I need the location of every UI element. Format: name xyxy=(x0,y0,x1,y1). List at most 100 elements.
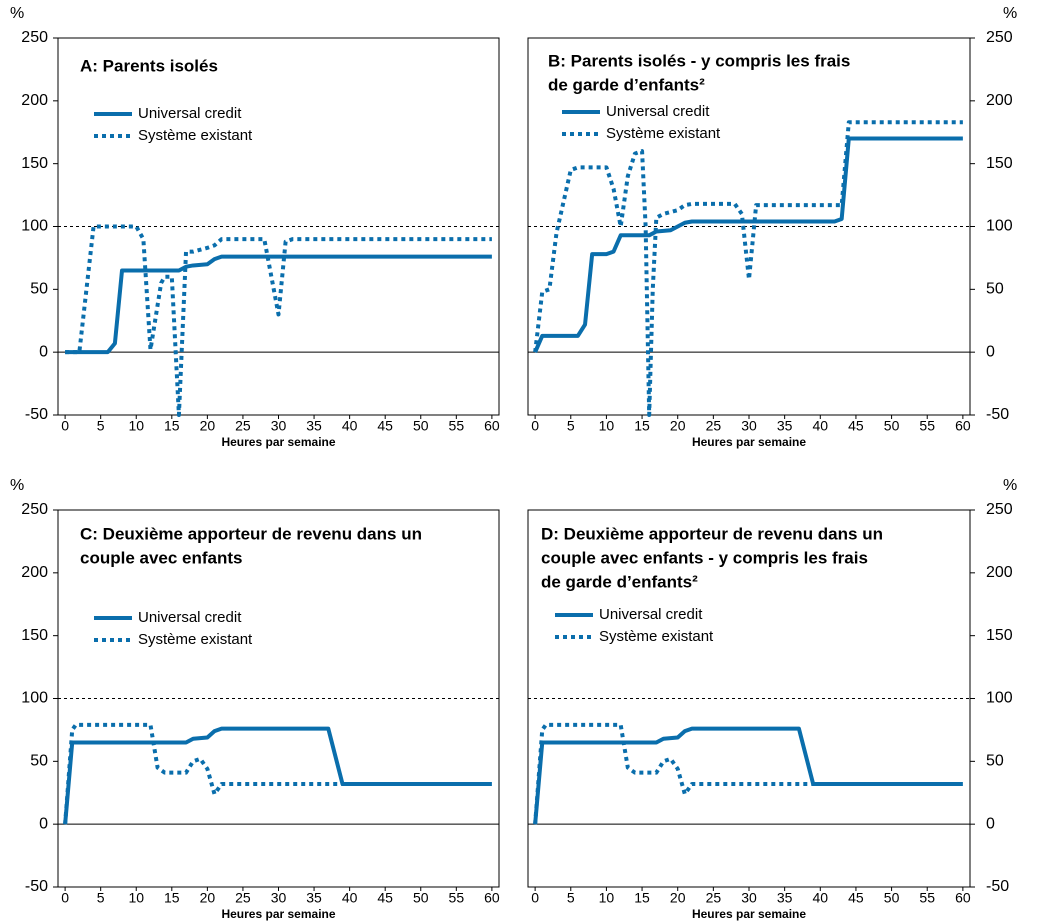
x-tick-label: 30 xyxy=(271,890,287,906)
x-tick-label: 30 xyxy=(741,418,757,434)
panel-title: A: Parents isolés xyxy=(80,56,218,75)
x-tick-label: 50 xyxy=(884,890,900,906)
legend-label: Système existant xyxy=(599,628,714,645)
y-tick-label: -50 xyxy=(25,878,48,895)
x-tick-label: 10 xyxy=(128,890,144,906)
panel-title: D: Deuxième apporteur de revenu dans un xyxy=(541,524,883,543)
x-tick-label: 10 xyxy=(599,890,615,906)
y-tick-label: -50 xyxy=(986,406,1009,423)
x-tick-label: 30 xyxy=(741,890,757,906)
x-tick-label: 0 xyxy=(531,890,539,906)
panel-title: C: Deuxième apporteur de revenu dans un xyxy=(80,524,422,543)
series-line xyxy=(533,726,963,825)
x-tick-label: 0 xyxy=(61,418,69,434)
y-tick-label: 0 xyxy=(39,343,48,360)
legend-label: Système existant xyxy=(138,631,253,648)
x-tick-label: 25 xyxy=(235,418,251,434)
legend-label: Universal credit xyxy=(138,609,242,626)
x-tick-label: 40 xyxy=(342,418,358,434)
y-tick-label: -50 xyxy=(25,406,48,423)
x-tick-label: 45 xyxy=(377,890,393,906)
x-tick-label: 0 xyxy=(531,418,539,434)
y-tick-label: 150 xyxy=(21,155,48,172)
x-tick-label: 15 xyxy=(634,890,650,906)
x-axis-label: Heures par semaine xyxy=(692,907,806,921)
x-tick-label: 35 xyxy=(777,418,793,434)
y-tick-label: 50 xyxy=(30,753,48,770)
y-tick-label: 50 xyxy=(30,281,48,298)
legend-label: Universal credit xyxy=(606,103,710,120)
series-line xyxy=(65,254,492,355)
x-tick-label: 30 xyxy=(271,418,287,434)
x-tick-label: 45 xyxy=(848,890,864,906)
x-tick-label: 50 xyxy=(413,418,429,434)
y-tick-label: 250 xyxy=(986,29,1013,46)
y-tick-label: 0 xyxy=(986,343,995,360)
x-tick-label: 50 xyxy=(884,418,900,434)
y-tick-label: 200 xyxy=(21,92,48,109)
y-tick-label: 200 xyxy=(986,92,1013,109)
y-tick-label: 200 xyxy=(21,564,48,581)
x-tick-label: 25 xyxy=(706,418,722,434)
y-tick-label: 100 xyxy=(986,690,1013,707)
x-tick-label: 35 xyxy=(306,418,322,434)
series-line xyxy=(533,136,963,353)
x-tick-label: 5 xyxy=(97,890,105,906)
x-tick-label: 55 xyxy=(449,890,465,906)
y-tick-label: 50 xyxy=(986,281,1004,298)
legend-label: Universal credit xyxy=(599,606,703,623)
x-tick-label: 40 xyxy=(813,890,829,906)
x-tick-label: 10 xyxy=(599,418,615,434)
x-tick-label: 15 xyxy=(634,418,650,434)
legend-label: Système existant xyxy=(606,125,721,142)
y-tick-label: 0 xyxy=(986,815,995,832)
x-tick-label: 60 xyxy=(955,418,971,434)
x-tick-label: 45 xyxy=(377,418,393,434)
x-tick-label: 55 xyxy=(919,418,935,434)
x-tick-label: 5 xyxy=(567,418,575,434)
x-tick-label: 60 xyxy=(484,418,500,434)
x-tick-label: 40 xyxy=(813,418,829,434)
y-tick-label: 0 xyxy=(39,815,48,832)
x-tick-label: 20 xyxy=(200,890,216,906)
x-tick-label: 25 xyxy=(706,890,722,906)
series-line xyxy=(63,722,492,825)
x-tick-label: 20 xyxy=(200,418,216,434)
x-tick-label: 20 xyxy=(670,418,686,434)
y-tick-label: 250 xyxy=(986,501,1013,518)
x-tick-label: 55 xyxy=(449,418,465,434)
y-tick-label: 100 xyxy=(21,218,48,235)
x-tick-label: 10 xyxy=(128,418,144,434)
y-tick-label: 250 xyxy=(21,29,48,46)
panel-title: couple avec enfants xyxy=(80,548,243,567)
y-tick-label: 150 xyxy=(986,155,1013,172)
x-tick-label: 5 xyxy=(97,418,105,434)
y-tick-label: 150 xyxy=(21,627,48,644)
legend-label: Universal credit xyxy=(138,105,242,122)
y-tick-label: 200 xyxy=(986,564,1013,581)
legend-label: Système existant xyxy=(138,127,253,144)
series-line xyxy=(533,722,963,825)
y-tick-label: 100 xyxy=(986,218,1013,235)
y-unit: % xyxy=(1003,5,1017,22)
x-axis-label: Heures par semaine xyxy=(221,435,335,449)
series-line xyxy=(63,726,492,825)
x-tick-label: 45 xyxy=(848,418,864,434)
x-axis-label: Heures par semaine xyxy=(221,907,335,921)
x-tick-label: 55 xyxy=(919,890,935,906)
x-tick-label: 35 xyxy=(306,890,322,906)
y-unit: % xyxy=(10,5,24,22)
y-tick-label: -50 xyxy=(986,878,1009,895)
x-tick-label: 40 xyxy=(342,890,358,906)
x-tick-label: 15 xyxy=(164,890,180,906)
x-tick-label: 25 xyxy=(235,890,251,906)
x-tick-label: 60 xyxy=(484,890,500,906)
x-tick-label: 0 xyxy=(61,890,69,906)
y-unit: % xyxy=(10,477,24,494)
panel-title: couple avec enfants - y compris les frai… xyxy=(541,548,868,567)
y-unit: % xyxy=(1003,477,1017,494)
panel-title: B: Parents isolés - y compris les frais xyxy=(548,51,850,70)
panel-title: de garde d’enfants² xyxy=(548,75,705,94)
panel-title: de garde d’enfants² xyxy=(541,572,698,591)
